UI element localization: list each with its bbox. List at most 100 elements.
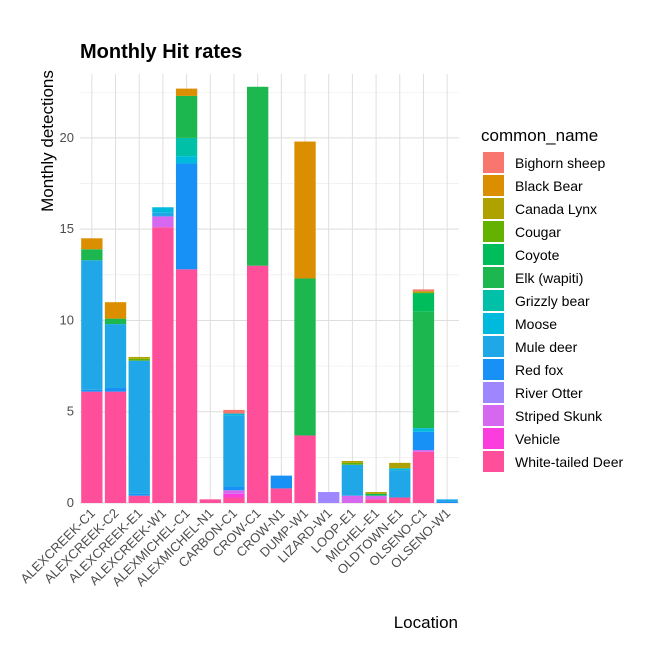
legend-label-canada-lynx: Canada Lynx [515,201,597,217]
legend-label-cougar: Cougar [515,224,561,240]
bar-alexcreek-e1-canada-lynx [128,356,150,359]
legend-key-red-fox [483,359,504,380]
bar-loop-e1-cougar [341,462,364,465]
bar-olseno-c1-striped-skunk [412,450,435,452]
bar-alexcreek-c2-elk-wapiti [104,318,127,325]
bar-oldtown-e1-mule-deer [389,470,411,498]
bar-lizard-w1-river-otter [318,492,340,503]
bar-alexcreek-c1-mule-deer [81,260,103,390]
legend-key-white-tailed-deer [483,451,504,472]
bar-olseno-c1-white-tailed-deer [412,451,435,503]
y-tick-label: 20 [60,130,74,145]
bar-alexmichel-c1-grizzly-bear [175,137,198,157]
bar-oldtown-e1-white-tailed-deer [389,497,411,503]
bar-crow-n1-red-fox [270,475,293,489]
bar-carbon-c1-red-fox [223,486,245,491]
bar-dump-w1-white-tailed-deer [294,435,316,503]
y-axis-ticks: 0 5 10 15 20 [60,130,74,510]
bar-dump-w1-elk-wapiti [294,278,316,436]
bar-alexcreek-e1-mule-deer [128,360,150,494]
bar-alexmichel-c1-red-fox [175,163,198,270]
bar-carbon-c1-bighorn-sheep [223,409,245,414]
legend-label-elk-wapiti: Elk (wapiti) [515,270,583,286]
legend-key-cougar [483,221,504,242]
bar-alexcreek-w1-striped-skunk [152,216,174,228]
legend-key-bighorn-sheep [483,152,504,173]
legend-label-river-otter: River Otter [515,385,583,401]
bar-alexcreek-w1-moose [152,207,174,213]
bar-alexcreek-c1-white-tailed-deer [81,391,103,503]
bar-alexcreek-w1-mule-deer [152,212,174,217]
bar-alexcreek-c1-red-fox [81,389,103,392]
bar-alexcreek-c1-elk-wapiti [81,249,103,261]
bar-crow-c1-elk-wapiti [246,86,269,266]
x-axis-ticks: ALEXCREEK-C1ALEXCREEK-C2ALEXCREEK-E1ALEX… [17,506,453,590]
bar-olseno-c1-moose [412,428,435,432]
bar-olseno-c1-red-fox [412,431,435,451]
bars [81,86,458,504]
bar-alexcreek-c2-mule-deer [104,324,127,388]
bar-alexmichel-c1-white-tailed-deer [175,269,198,503]
legend-key-elk-wapiti [483,267,504,288]
legend-key-river-otter [483,382,504,403]
legend-label-bighorn-sheep: Bighorn sheep [515,155,606,171]
legend-label-white-tailed-deer: White-tailed Deer [515,454,623,470]
bar-carbon-c1-striped-skunk [223,490,245,494]
bar-olseno-w1-red-fox [436,501,458,503]
bar-alexcreek-e1-white-tailed-deer [128,495,150,503]
bar-alexcreek-e1-red-fox [128,493,150,496]
bar-crow-n1-white-tailed-deer [270,488,293,503]
bar-alexcreek-e1-cougar [128,358,150,361]
legend-key-black-bear [483,175,504,196]
legend-key-moose [483,313,504,334]
y-tick-label: 0 [67,495,74,510]
legend-key-grizzly-bear [483,290,504,311]
legend-label-vehicle: Vehicle [515,431,560,447]
legend-label-grizzly-bear: Grizzly bear [515,293,590,309]
bar-alexmichel-c1-elk-wapiti [175,95,198,138]
bar-alexcreek-c2-black-bear [104,302,127,319]
y-tick-label: 15 [60,221,74,236]
legend-label-striped-skunk: Striped Skunk [515,408,603,424]
legend-label-coyote: Coyote [515,247,560,263]
bar-carbon-c1-white-tailed-deer [223,497,245,503]
bar-carbon-c1-moose [223,413,245,416]
legend-label-moose: Moose [515,316,557,332]
bar-oldtown-e1-canada-lynx [389,462,411,469]
bar-michel-e1-coyote [365,493,387,496]
bar-olseno-c1-coyote [412,293,435,312]
legend-key-vehicle [483,428,504,449]
bar-dump-w1-black-bear [294,141,316,279]
legend-key-mule-deer [483,336,504,357]
legend-key-canada-lynx [483,198,504,219]
bar-michel-e1-canada-lynx [365,492,387,494]
y-tick-label: 5 [67,404,74,419]
legend-title: common_name [481,126,598,145]
legend-label-mule-deer: Mule deer [515,339,578,355]
bar-loop-e1-canada-lynx [341,461,364,463]
y-tick-label: 10 [60,312,74,327]
bar-alexcreek-w1-white-tailed-deer [152,227,174,504]
bar-carbon-c1-vehicle [223,493,245,498]
legend-label-black-bear: Black Bear [515,178,583,194]
bar-carbon-c1-mule-deer [223,415,245,487]
bar-oldtown-e1-moose [389,468,411,471]
chart-title: Monthly Hit rates [80,41,242,63]
bar-crow-c1-white-tailed-deer [246,265,269,503]
bar-michel-e1-striped-skunk [365,495,387,500]
x-axis-title: Location [394,613,458,632]
bar-alexmichel-c1-moose [175,156,198,164]
bar-alexcreek-c2-white-tailed-deer [104,391,127,503]
bar-olseno-c1-bighorn-sheep [412,289,435,292]
y-axis-title: Monthly detections [38,70,57,212]
legend: common_name Bighorn sheep Black Bear Canad… [481,126,623,472]
bar-michel-e1-white-tailed-deer [365,499,387,503]
bar-olseno-w1-mule-deer [436,499,458,502]
bar-olseno-c1-elk-wapiti [412,311,435,429]
bar-alexmichel-c1-black-bear [175,88,198,96]
legend-key-striped-skunk [483,405,504,426]
bar-olseno-c1-canada-lynx [412,291,435,294]
bar-alexcreek-c2-red-fox [104,387,127,392]
legend-key-coyote [483,244,504,265]
